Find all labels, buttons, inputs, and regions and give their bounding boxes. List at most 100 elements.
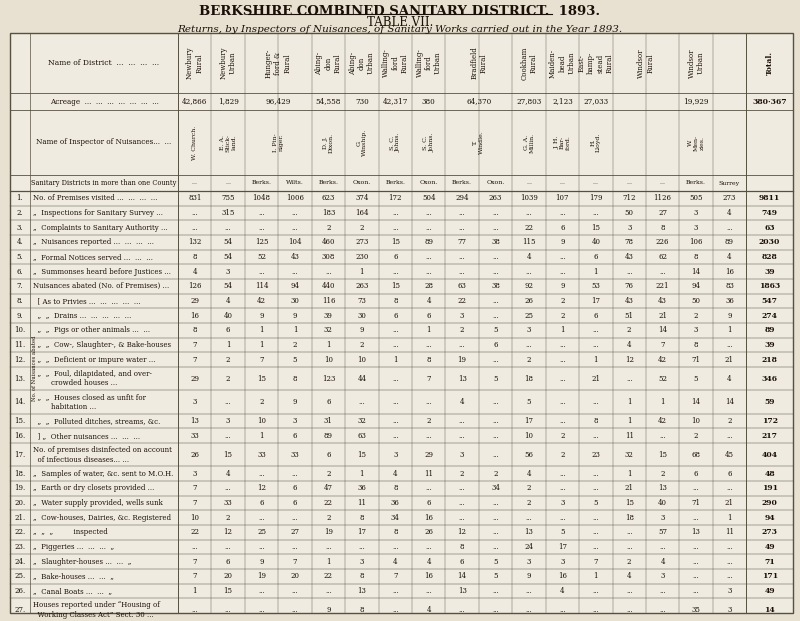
- Text: ...: ...: [426, 398, 432, 406]
- Text: 171: 171: [762, 573, 778, 581]
- Text: 172: 172: [762, 417, 778, 425]
- Text: ...: ...: [258, 587, 265, 595]
- Text: 104: 104: [288, 238, 302, 247]
- Text: Maiden-
bead
Urban: Maiden- bead Urban: [549, 48, 575, 78]
- Text: E. A.
Stick-
land.: E. A. Stick- land.: [220, 134, 237, 152]
- Text: 19: 19: [458, 355, 466, 363]
- Text: ...: ...: [593, 398, 599, 406]
- Text: ...: ...: [258, 209, 265, 217]
- Text: 94: 94: [691, 282, 701, 290]
- Text: 2: 2: [526, 484, 531, 492]
- Text: 19.: 19.: [14, 484, 26, 492]
- Text: ...: ...: [258, 543, 265, 551]
- Text: 36: 36: [358, 484, 366, 492]
- Text: ...: ...: [726, 558, 733, 566]
- Text: 73: 73: [358, 297, 366, 305]
- Text: 54: 54: [224, 282, 233, 290]
- Text: ...: ...: [392, 224, 398, 232]
- Text: 2: 2: [560, 297, 565, 305]
- Text: 39: 39: [764, 268, 775, 276]
- Text: ...: ...: [325, 587, 332, 595]
- Text: 42,317: 42,317: [382, 97, 408, 106]
- Text: 1: 1: [393, 355, 398, 363]
- Text: 71: 71: [764, 558, 775, 566]
- Text: 1048: 1048: [253, 194, 270, 202]
- Text: „  Water supply provided, wells sunk: „ Water supply provided, wells sunk: [33, 499, 162, 507]
- Text: 6: 6: [460, 558, 464, 566]
- Text: 21: 21: [625, 484, 634, 492]
- Text: 5: 5: [494, 573, 498, 581]
- Text: ...: ...: [626, 268, 633, 276]
- Text: ...: ...: [526, 209, 532, 217]
- Text: 12: 12: [458, 528, 466, 537]
- Text: G. A.
Millin.: G. A. Millin.: [523, 132, 534, 153]
- Text: ...: ...: [660, 181, 666, 186]
- Text: 21: 21: [725, 355, 734, 363]
- Text: 2: 2: [694, 432, 698, 440]
- Text: 2: 2: [660, 470, 665, 478]
- Text: 3.: 3.: [17, 224, 23, 232]
- Text: Berks.: Berks.: [452, 181, 472, 186]
- Text: ...: ...: [492, 224, 499, 232]
- Text: 3: 3: [226, 417, 230, 425]
- Text: 8: 8: [359, 606, 364, 614]
- Text: „  „  Houses closed as unfit for
        habitation ...: „ „ Houses closed as unfit for habitatio…: [33, 393, 146, 411]
- Text: 68: 68: [691, 451, 701, 459]
- Text: 1: 1: [594, 573, 598, 581]
- Text: 22: 22: [525, 224, 534, 232]
- Text: ...: ...: [458, 606, 466, 614]
- Text: 16: 16: [424, 573, 433, 581]
- Text: ...: ...: [626, 374, 633, 383]
- Text: 547: 547: [762, 297, 778, 305]
- Text: 30: 30: [290, 297, 299, 305]
- Text: ...: ...: [426, 224, 432, 232]
- Text: 11.: 11.: [14, 341, 26, 349]
- Text: ...: ...: [258, 470, 265, 478]
- Text: Total.: Total.: [766, 51, 774, 75]
- Text: 1: 1: [727, 514, 732, 522]
- Text: ...: ...: [392, 374, 398, 383]
- Text: 5: 5: [560, 528, 565, 537]
- Text: ...: ...: [626, 587, 633, 595]
- Text: ...: ...: [659, 587, 666, 595]
- Text: ...: ...: [458, 484, 466, 492]
- Text: 15: 15: [390, 238, 400, 247]
- Text: 3: 3: [193, 398, 197, 406]
- Text: Name of District  ...  ...  ...  ...: Name of District ... ... ... ...: [49, 59, 159, 67]
- Text: 3: 3: [661, 514, 665, 522]
- Text: H.
Lloyd.: H. Lloyd.: [590, 133, 601, 152]
- Text: 1: 1: [426, 326, 431, 334]
- Text: 43: 43: [625, 253, 634, 261]
- Text: 221: 221: [656, 282, 670, 290]
- Text: 1: 1: [627, 470, 631, 478]
- Text: 1: 1: [259, 341, 264, 349]
- Text: 1039: 1039: [520, 194, 538, 202]
- Text: 712: 712: [622, 194, 636, 202]
- Text: 42: 42: [658, 417, 667, 425]
- Text: ...: ...: [726, 484, 733, 492]
- Text: 4: 4: [393, 470, 398, 478]
- Text: ...: ...: [458, 499, 466, 507]
- Text: ...: ...: [292, 470, 298, 478]
- Text: ...: ...: [726, 341, 733, 349]
- Text: 23: 23: [591, 451, 600, 459]
- Text: 29: 29: [190, 374, 199, 383]
- Text: ...: ...: [426, 484, 432, 492]
- Text: 1: 1: [226, 341, 230, 349]
- Text: ...: ...: [659, 543, 666, 551]
- Text: 1: 1: [293, 326, 298, 334]
- Text: 5: 5: [293, 355, 298, 363]
- Text: ...: ...: [492, 253, 499, 261]
- Text: 7: 7: [393, 573, 398, 581]
- Text: 183: 183: [322, 209, 335, 217]
- Text: ...: ...: [726, 224, 733, 232]
- Text: 20: 20: [224, 573, 233, 581]
- Text: Cookham
Rural: Cookham Rural: [520, 47, 538, 79]
- Text: 17: 17: [558, 543, 567, 551]
- Text: 15: 15: [224, 587, 233, 595]
- Text: 11: 11: [725, 528, 734, 537]
- Text: TABLE VII.: TABLE VII.: [367, 16, 433, 29]
- Text: 11: 11: [625, 432, 634, 440]
- Text: 7: 7: [193, 484, 197, 492]
- Text: 440: 440: [322, 282, 335, 290]
